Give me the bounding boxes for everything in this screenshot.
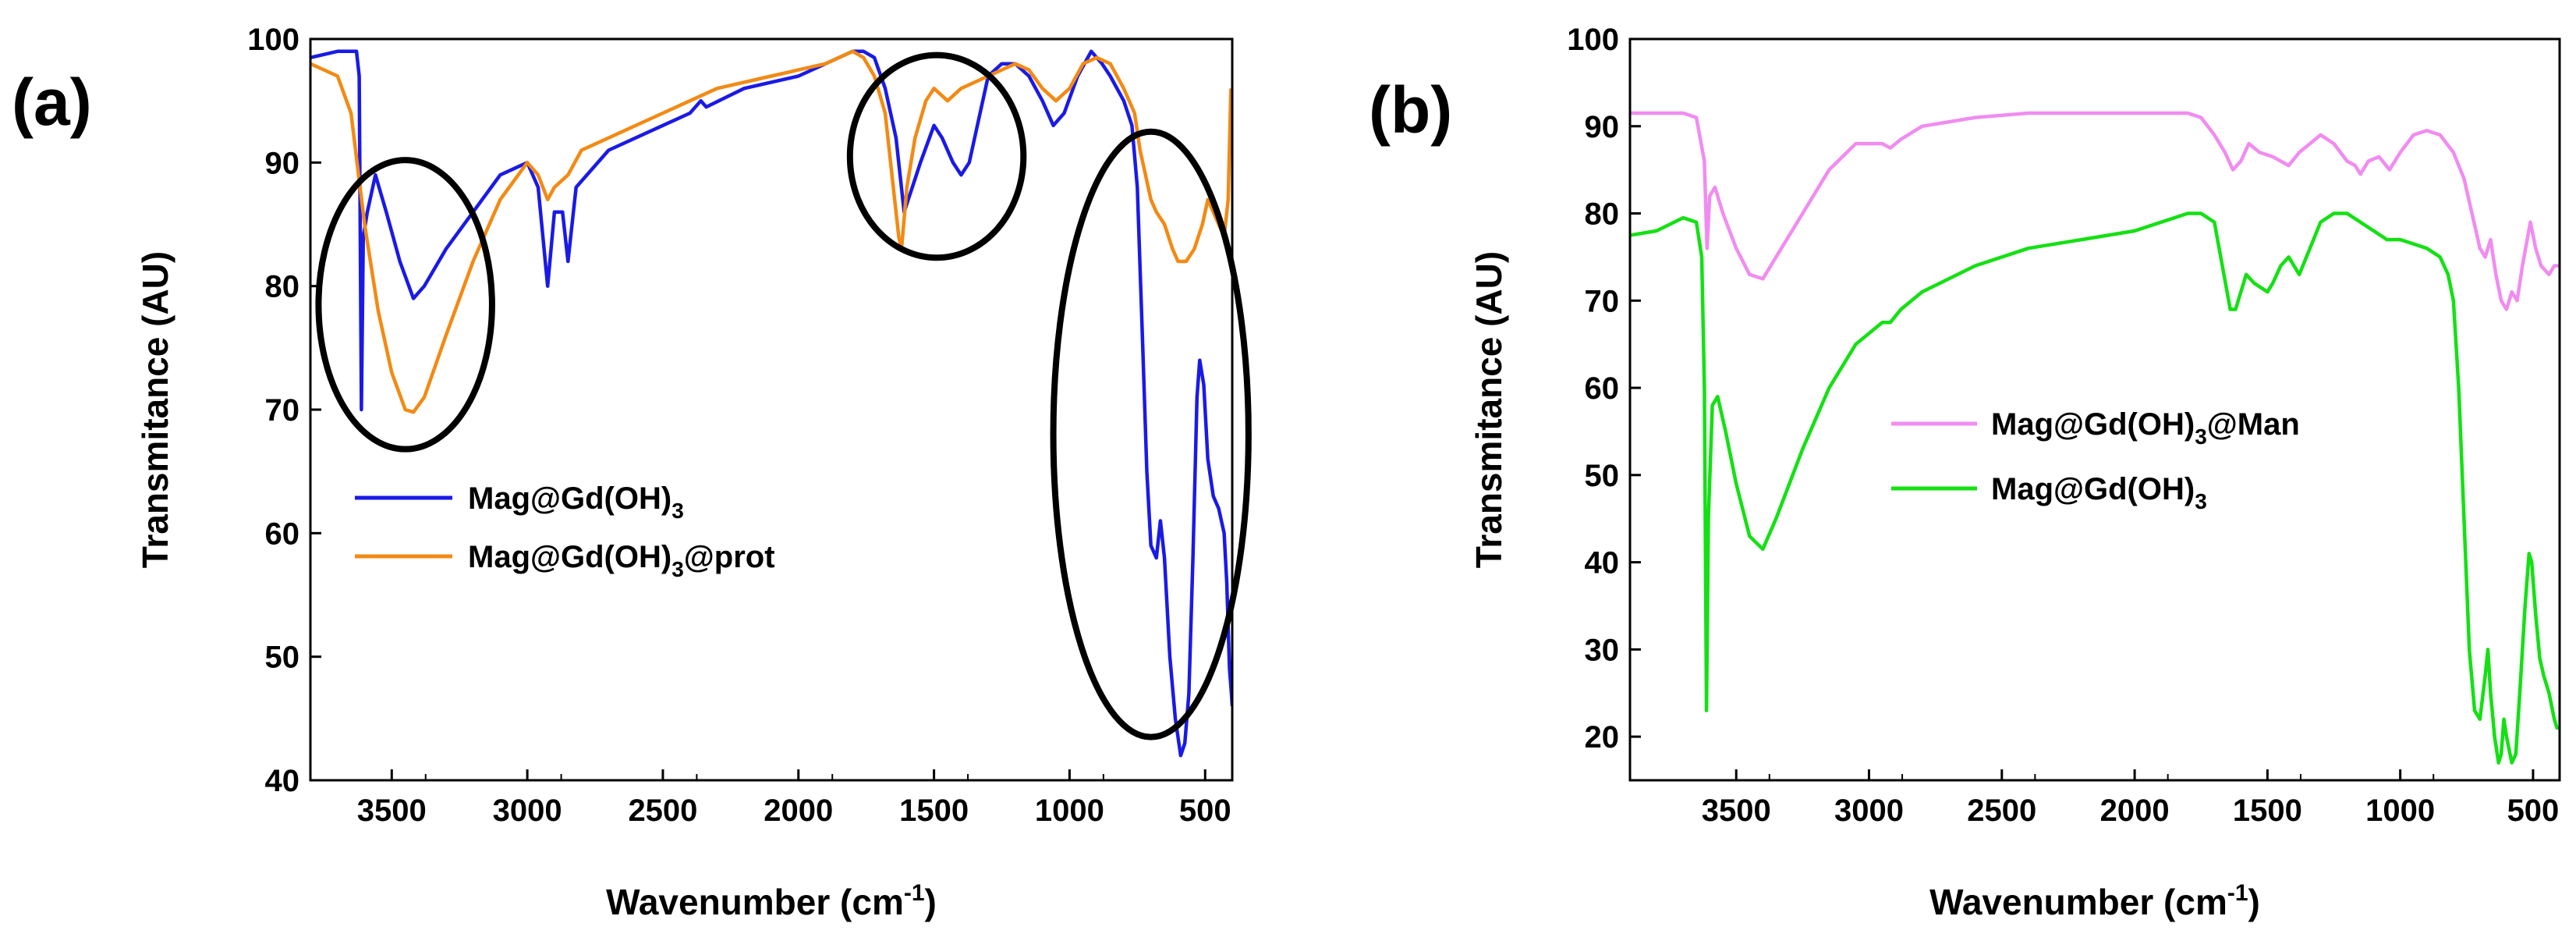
y-tick-label: 20: [1585, 720, 1620, 755]
y-tick-label: 80: [265, 270, 300, 304]
plot-frame: [309, 37, 1234, 782]
legend-subscript: 3: [671, 499, 684, 523]
legend-label-2: Mag@Gd(OH)3: [1991, 472, 2207, 513]
panel-label: (b): [1369, 73, 1452, 147]
x-axis-title: Wavenumber (cm-1): [606, 880, 937, 922]
series-line-1: [310, 49, 1232, 758]
x-tick-label: 2500: [628, 794, 697, 828]
y-axis-title: Transmitance (AU): [135, 251, 175, 568]
x-axis-title-superscript: -1: [2227, 880, 2248, 906]
legend-label-1: Mag@Gd(OH)3@Man: [1991, 407, 2300, 449]
x-axis-title-superscript: -1: [904, 880, 925, 906]
y-tick-label: 70: [1585, 284, 1620, 318]
x-tick-label: 1500: [899, 794, 969, 828]
y-tick-label: 80: [1585, 197, 1620, 232]
x-tick-label: 1000: [2365, 794, 2435, 828]
x-axis-title-close: ): [2248, 882, 2260, 922]
legend-subscript: 3: [2195, 424, 2207, 449]
x-tick-label: 2000: [2100, 794, 2170, 828]
y-tick-label: 30: [1585, 633, 1620, 667]
y-tick-label: 40: [1585, 546, 1620, 581]
x-tick-label: 1000: [1035, 794, 1104, 828]
legend-label-1: Mag@Gd(OH)3: [468, 481, 684, 523]
x-tick-label: 1500: [2233, 794, 2302, 828]
y-tick-label: 60: [1585, 371, 1620, 406]
legend-suffix: @Man: [2207, 407, 2300, 442]
legend-subscript: 3: [671, 557, 684, 581]
x-tick-label: 3000: [1834, 794, 1904, 828]
x-axis-title: Wavenumber (cm-1): [1929, 880, 2260, 922]
series-line-1: [1630, 111, 2560, 311]
x-tick-label: 3500: [1702, 794, 1771, 828]
y-tick-label: 70: [265, 393, 300, 428]
x-tick-label: 2500: [1967, 794, 2036, 828]
y-tick-label: 100: [1567, 23, 1619, 57]
y-tick-label: 90: [265, 146, 300, 180]
chart-panel-a: (a) 3500 3000 2500 2000 1500 1000 500 40 50 60 70 80…: [12, 23, 1252, 922]
legend-subscript: 3: [2195, 489, 2207, 513]
annotation-ellipse-3: [1050, 128, 1252, 740]
x-tick-label: 500: [2507, 794, 2560, 828]
y-tick-label: 60: [265, 517, 300, 551]
y-tick-label: 50: [265, 641, 300, 675]
plot-frame: [1628, 37, 2561, 782]
x-axis-title-close: ): [925, 882, 937, 922]
annotation-ellipse-2: [846, 51, 1027, 261]
y-tick-label: 100: [247, 23, 299, 57]
x-tick-label: 500: [1179, 794, 1231, 828]
x-tick-label: 2000: [764, 794, 833, 828]
y-tick-label: 50: [1585, 459, 1620, 493]
y-tick-label: 90: [1585, 110, 1620, 144]
annotation-ellipse-1: [315, 157, 495, 453]
legend-label-2: Mag@Gd(OH)3@prot: [468, 540, 775, 581]
y-tick-label: 40: [265, 764, 300, 798]
x-tick-label: 3000: [493, 794, 562, 828]
series-line-2: [1630, 211, 2560, 765]
legend-suffix: @prot: [684, 540, 775, 574]
panel-label: (a): [12, 66, 92, 139]
y-axis-title: Transmitance (AU): [1469, 251, 1509, 568]
x-tick-label: 3500: [357, 794, 427, 828]
series-line-2: [310, 49, 1232, 414]
chart-panel-b: (b) 3500 3000 2500 2000 1500 1000 500 20 30 40 50 60…: [1369, 23, 2561, 922]
